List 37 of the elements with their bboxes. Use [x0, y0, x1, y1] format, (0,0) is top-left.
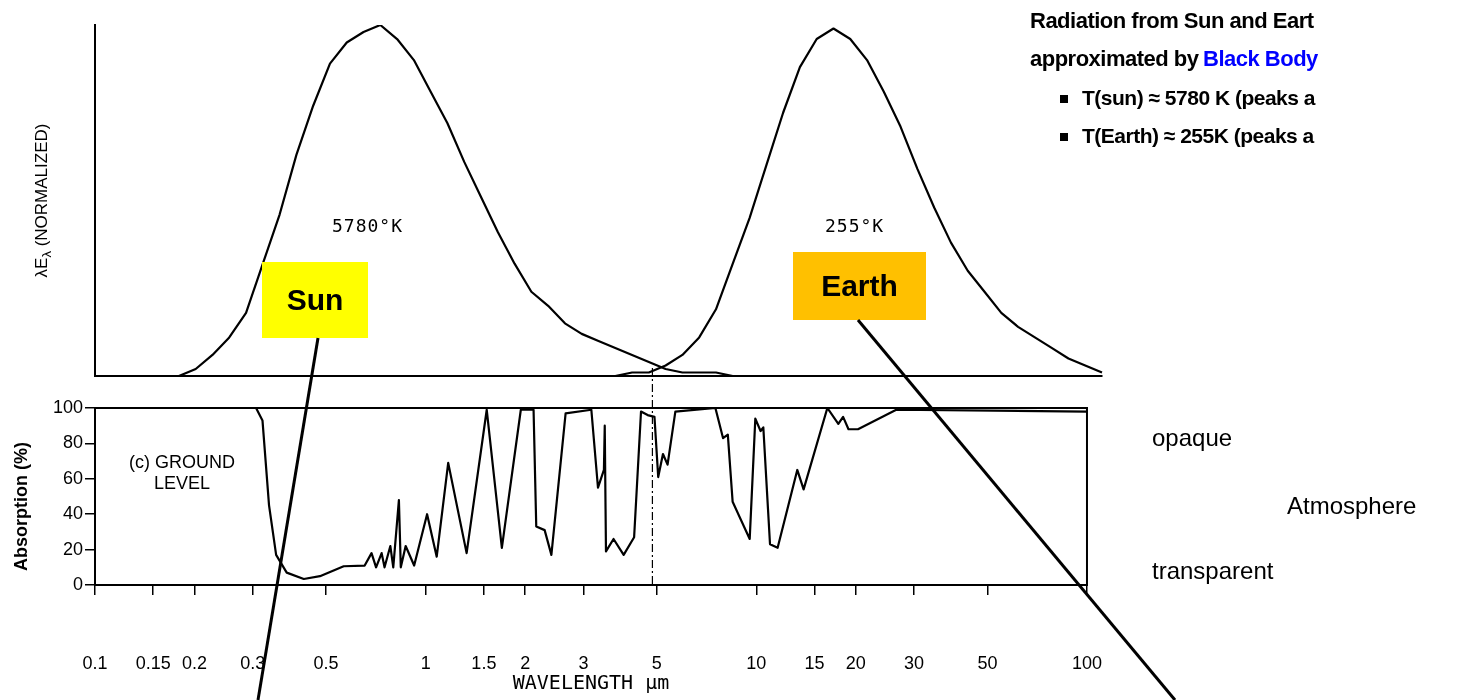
y-axis-title: Absorption (%): [10, 442, 31, 571]
text: Atmosphere: [1287, 492, 1417, 519]
text: opaque: [1152, 424, 1233, 451]
y-tick-label: 100: [52, 396, 83, 417]
x-tick-label: 0.1: [82, 652, 108, 673]
annotation: 255°K: [825, 215, 885, 236]
y-tick-label: 20: [62, 538, 83, 559]
x-tick-label: 1: [420, 652, 431, 673]
y-axis-title: λEλ (NORMALIZED): [31, 123, 54, 278]
text: Black Body: [1203, 46, 1318, 71]
x-tick-label: 2: [520, 652, 531, 673]
y-tick-label: 60: [62, 467, 83, 488]
series-label: Sun: [262, 262, 368, 338]
x-tick-label: 50: [977, 652, 998, 673]
annotation: (c) GROUND LEVEL: [129, 452, 235, 493]
text: transparent: [1152, 557, 1274, 584]
x-tick-label: 15: [804, 652, 825, 673]
x-tick-label: 1.5: [471, 652, 497, 673]
x-tick-label: 100: [1071, 652, 1103, 673]
annotation: T(sun) ≈ 5780 K (peaks a: [1082, 86, 1315, 109]
x-tick-label: 10: [746, 652, 767, 673]
x-tick-label: 0.5: [313, 652, 339, 673]
y-tick-label: 0: [72, 573, 83, 594]
x-tick-label: 20: [845, 652, 866, 673]
annotation: 5780°K: [332, 215, 404, 236]
annotation: Radiation from Sun and Eart: [1030, 8, 1314, 33]
annotation: T(Earth) ≈ 255K (peaks a: [1082, 124, 1314, 147]
series-label: Earth: [793, 252, 926, 320]
x-tick-label: 0.15: [135, 652, 171, 673]
annotation: approximated by: [1030, 46, 1199, 71]
x-tick-label: 30: [904, 652, 925, 673]
x-tick-label: 3: [578, 652, 589, 673]
x-axis-title: WAVELENGTH µm: [512, 670, 670, 695]
y-tick-label: 40: [62, 503, 83, 524]
y-tick-label: 80: [62, 432, 83, 453]
x-tick-label: 0.2: [182, 652, 208, 673]
x-tick-label: 5: [651, 652, 662, 673]
